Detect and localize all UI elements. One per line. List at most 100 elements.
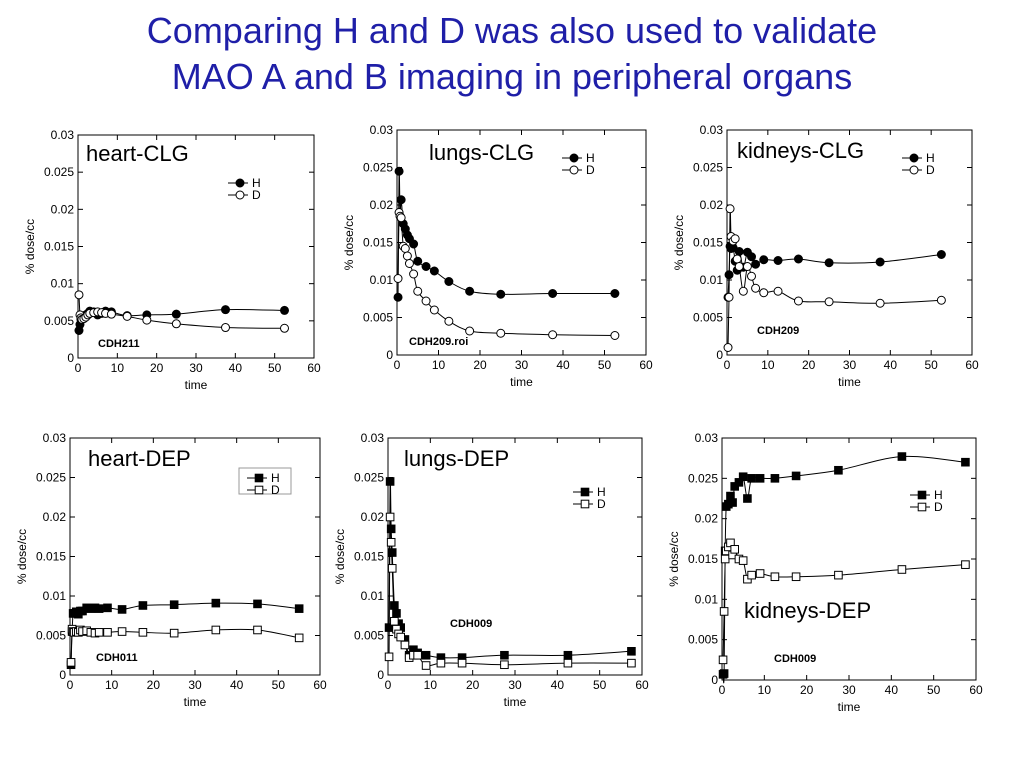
- data-point-D: [563, 658, 573, 668]
- data-point-H: [724, 270, 734, 280]
- y-tick-label: 0.025: [36, 471, 66, 485]
- data-point-H: [875, 257, 885, 267]
- data-point-H: [773, 256, 783, 265]
- data-point-H: [824, 258, 834, 268]
- data-point-D: [444, 316, 454, 326]
- data-point-D: [465, 326, 475, 336]
- y-tick-label: 0.005: [688, 633, 718, 647]
- plot-frame: [387, 437, 643, 676]
- data-point-H: [610, 289, 620, 298]
- data-point-H: [444, 277, 454, 286]
- data-point-H: [409, 239, 419, 249]
- x-tick-label: 10: [758, 683, 772, 697]
- legend-marker-H: [909, 153, 919, 163]
- y-tick-label: 0.03: [43, 431, 67, 445]
- x-tick-label: 40: [884, 358, 898, 372]
- x-tick-label: 50: [593, 678, 607, 692]
- plot-frame: [726, 129, 973, 356]
- data-point-D: [171, 319, 181, 329]
- data-point-D: [413, 650, 422, 660]
- series-line-H: [727, 244, 942, 298]
- y-tick-label: 0: [67, 351, 74, 365]
- data-point-H: [429, 266, 439, 276]
- y-tick-label: 0.03: [370, 123, 394, 137]
- data-point-D: [824, 297, 834, 307]
- y-tick-label: 0.015: [363, 236, 393, 250]
- y-tick-label: 0: [59, 668, 66, 682]
- y-tick-label: 0.02: [700, 198, 724, 212]
- y-tick-label: 0.015: [44, 240, 74, 254]
- y-tick-label: 0.03: [695, 431, 719, 445]
- data-point-D: [751, 283, 761, 293]
- data-point-H: [627, 647, 636, 656]
- data-point-D: [875, 298, 885, 308]
- data-point-D: [402, 251, 412, 261]
- legend-entry-D: D: [597, 497, 606, 511]
- data-point-D: [730, 545, 740, 554]
- legend-marker-D: [235, 190, 245, 200]
- legend-entry-H: H: [597, 485, 606, 499]
- data-point-D: [759, 288, 769, 298]
- data-point-H: [759, 255, 769, 265]
- data-point-H: [221, 305, 230, 315]
- data-point-H: [743, 494, 752, 503]
- x-axis-label: time: [185, 378, 208, 392]
- data-point-D: [221, 323, 230, 333]
- data-point-D: [548, 330, 558, 340]
- data-point-D: [294, 633, 304, 643]
- legend-marker-D: [917, 502, 927, 512]
- dataset-label: CDH211: [98, 338, 140, 350]
- data-point-H: [138, 601, 148, 610]
- data-point-D: [400, 244, 410, 253]
- x-tick-label: 50: [268, 361, 282, 375]
- data-point-H: [791, 471, 801, 481]
- legend-marker-H: [254, 473, 264, 483]
- data-point-H: [390, 601, 399, 610]
- data-point-D: [770, 572, 780, 582]
- data-point-D: [747, 570, 756, 580]
- x-tick-label: 20: [802, 358, 816, 372]
- legend-marker-D: [569, 165, 579, 175]
- y-tick-label: 0.005: [354, 629, 384, 643]
- y-tick-label: 0.01: [361, 589, 385, 603]
- y-tick-label: 0.015: [693, 236, 723, 250]
- data-point-H: [421, 650, 431, 660]
- data-point-H: [396, 195, 406, 205]
- x-tick-label: 60: [307, 361, 321, 375]
- series-line-H: [388, 477, 632, 659]
- y-tick-label: 0.005: [693, 311, 723, 325]
- x-tick-label: 10: [424, 678, 438, 692]
- x-tick-label: 0: [75, 361, 82, 375]
- data-point-D: [732, 254, 742, 264]
- panel-title: kidneys-DEP: [744, 598, 871, 623]
- y-tick-label: 0.01: [695, 592, 719, 606]
- data-point-H: [755, 474, 765, 483]
- data-point-H: [563, 650, 573, 660]
- panel-title: lungs-DEP: [404, 446, 509, 471]
- x-tick-label: 40: [229, 361, 243, 375]
- x-axis-label: time: [838, 375, 861, 389]
- data-point-D: [834, 570, 843, 580]
- data-point-H: [734, 247, 744, 256]
- chart-heart-dep: 0 10 20 30 40 50 60 0 0.005 0.01 0.015 0.02 0.025 0.0…: [15, 431, 327, 709]
- legend: HD: [902, 151, 935, 177]
- y-tick-label: 0: [386, 348, 393, 362]
- legend-entry-H: H: [586, 151, 595, 165]
- y-tick-label: 0.025: [693, 161, 723, 175]
- x-tick-label: 0: [67, 678, 74, 692]
- series-line-D: [388, 511, 632, 667]
- legend-marker-D: [909, 165, 919, 175]
- data-point-H: [961, 457, 970, 467]
- chart-kidneys-clg: 0 10 20 30 40 50 60 0 0.005 0.01 0.015 0.02 0.025 0.0…: [672, 123, 979, 389]
- legend: HD: [562, 151, 595, 177]
- data-point-D: [404, 259, 414, 268]
- data-point-H: [117, 605, 127, 614]
- dataset-label: CDH209: [757, 325, 799, 337]
- x-tick-label: 20: [150, 361, 164, 375]
- y-tick-label: 0.015: [688, 552, 718, 566]
- data-point-H: [169, 600, 179, 609]
- data-point-D: [719, 607, 729, 616]
- data-point-D: [627, 658, 636, 668]
- x-tick-label: 0: [719, 683, 726, 697]
- x-tick-label: 20: [473, 358, 487, 372]
